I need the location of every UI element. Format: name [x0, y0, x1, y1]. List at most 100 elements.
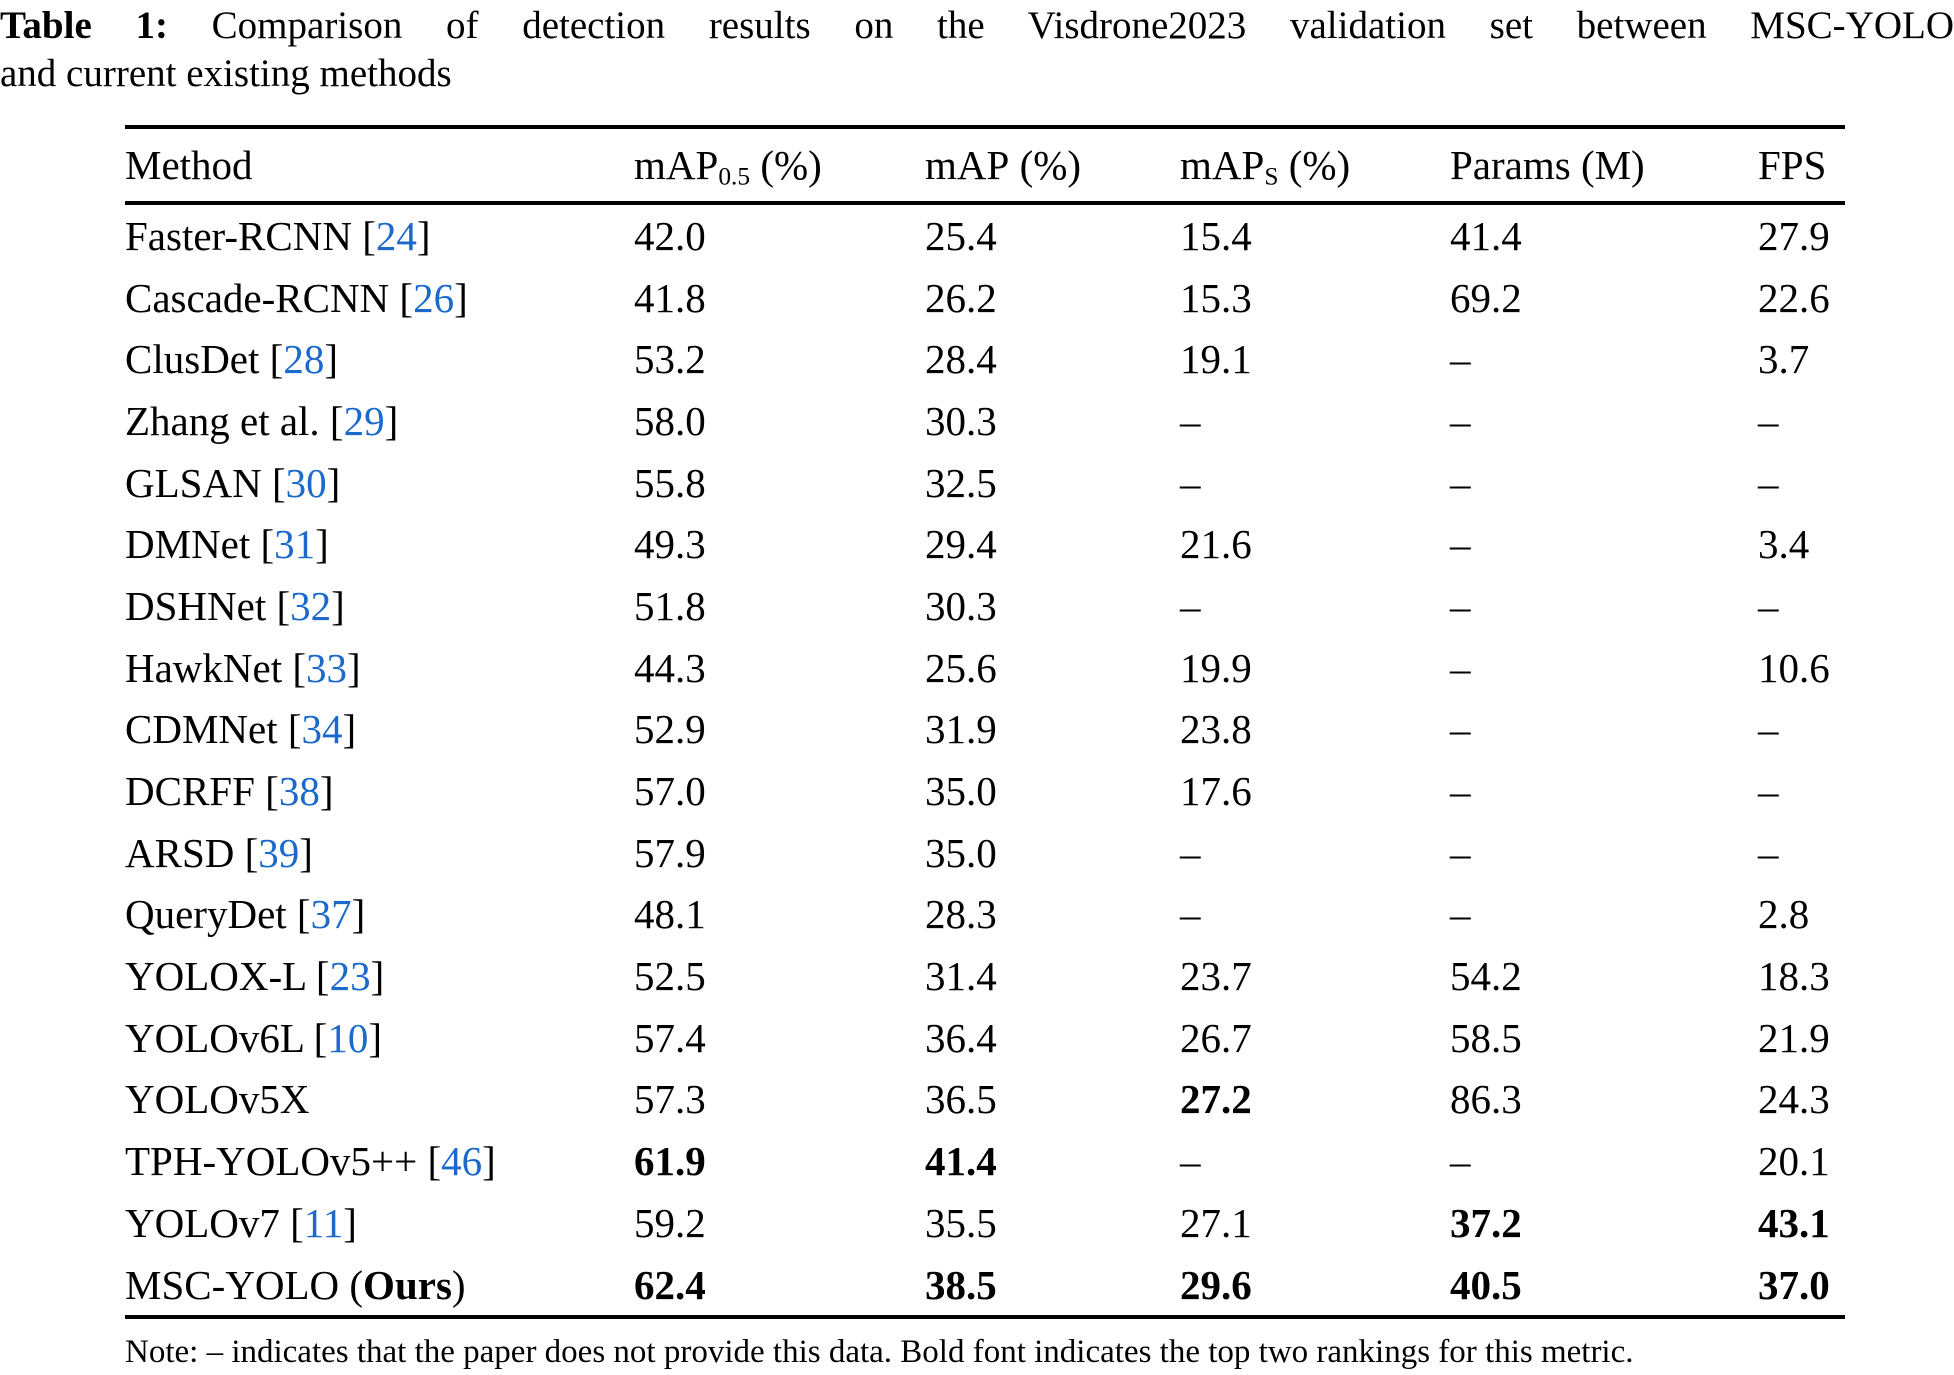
ours-label: Ours — [363, 1261, 452, 1308]
value-cell: 15.4 — [1180, 212, 1252, 259]
table-row: DCRFF [38] () 57.0 35.0 17.6 – – — [125, 760, 1845, 822]
value-cell: 31.4 — [925, 953, 997, 1000]
table-row: YOLOv5X [] () 57.3 36.5 27.2 86.3 24.3 — [125, 1069, 1845, 1131]
value-cell: 29.6 — [1180, 1261, 1252, 1308]
method-cell: YOLOv7 [11] () — [125, 1199, 634, 1247]
value-cell: 53.2 — [634, 336, 706, 383]
method-cell: HawkNet [33] () — [125, 644, 634, 692]
results-table: Method mAP0.5 (%) mAP (%) mAPS (%) Param… — [125, 125, 1845, 1320]
table-body: Faster-RCNN [24] () 42.0 25.4 15.4 41.4 … — [125, 205, 1845, 1315]
citation-bracket: [39] — [234, 829, 313, 876]
col-header-map05-suffix: (%) — [750, 142, 822, 188]
value-cell: 27.1 — [1180, 1199, 1252, 1246]
col-header-method: Method — [125, 142, 253, 188]
value-cell: 61.9 — [634, 1138, 706, 1185]
value-cell: 25.6 — [925, 644, 997, 691]
value-cell: 55.8 — [634, 459, 706, 506]
value-cell: 31.9 — [925, 706, 997, 753]
citation-link[interactable]: 23 — [329, 953, 371, 1000]
value-cell: – — [1758, 829, 1779, 876]
value-cell: – — [1450, 521, 1471, 568]
citation-bracket: [26] — [389, 274, 468, 321]
citation-link[interactable]: 38 — [278, 768, 320, 815]
table-row: YOLOv7 [11] () 59.2 35.5 27.1 37.2 43.1 — [125, 1192, 1845, 1254]
value-cell: 3.4 — [1758, 521, 1810, 568]
value-cell: – — [1450, 582, 1471, 629]
value-cell: 69.2 — [1450, 274, 1522, 321]
value-cell: 21.6 — [1180, 521, 1252, 568]
citation-link[interactable]: 33 — [306, 644, 348, 691]
citation-link[interactable]: 26 — [413, 274, 455, 321]
table-header: Method mAP0.5 (%) mAP (%) mAPS (%) Param… — [125, 129, 1845, 205]
citation-link[interactable]: 37 — [310, 891, 352, 938]
table-row: YOLOv6L [10] () 57.4 36.4 26.7 58.5 21.9 — [125, 1007, 1845, 1069]
method-cell: Cascade-RCNN [26] () — [125, 274, 634, 322]
citation-link[interactable]: 31 — [274, 521, 316, 568]
value-cell: – — [1758, 706, 1779, 753]
value-cell: 52.5 — [634, 953, 706, 1000]
value-cell: 44.3 — [634, 644, 706, 691]
method-cell: ClusDet [28] () — [125, 335, 634, 383]
col-header-maps-sub: S — [1264, 162, 1279, 191]
citation-bracket: [29] — [319, 397, 399, 444]
value-cell: 41.4 — [1450, 212, 1522, 259]
method-name: Faster-RCNN — [125, 212, 352, 259]
citation-link[interactable]: 39 — [258, 829, 300, 876]
value-cell: – — [1180, 891, 1201, 938]
col-header-map05-sub: 0.5 — [718, 162, 751, 191]
method-cell: Faster-RCNN [24] () — [125, 212, 634, 260]
citation-link[interactable]: 46 — [441, 1138, 483, 1185]
method-cell: ARSD [39] () — [125, 829, 634, 877]
value-cell: 28.3 — [925, 891, 997, 938]
value-cell: – — [1758, 582, 1779, 629]
method-name: QueryDet — [125, 891, 287, 938]
value-cell: 59.2 — [634, 1199, 706, 1246]
value-cell: 43.1 — [1758, 1199, 1830, 1246]
value-cell: 38.5 — [925, 1261, 997, 1308]
value-cell: 15.3 — [1180, 274, 1252, 321]
value-cell: 26.7 — [1180, 1014, 1252, 1061]
value-cell: 32.5 — [925, 459, 997, 506]
citation-link[interactable]: 34 — [301, 706, 343, 753]
value-cell: 2.8 — [1758, 891, 1810, 938]
citation-link[interactable]: 30 — [285, 459, 327, 506]
value-cell: 25.4 — [925, 212, 997, 259]
value-cell: 58.5 — [1450, 1014, 1522, 1061]
value-cell: 41.8 — [634, 274, 706, 321]
table-caption: Table 1: Comparison of detection results… — [0, 2, 1954, 98]
col-header-maps: mAPS (%) — [1180, 141, 1450, 189]
method-cell: GLSAN [30] () — [125, 459, 634, 507]
citation-bracket: [23] — [305, 953, 385, 1000]
value-cell: 58.0 — [634, 397, 706, 444]
value-cell: 57.0 — [634, 768, 706, 815]
value-cell: 37.2 — [1450, 1199, 1522, 1246]
table-row: Zhang et al. [29] () 58.0 30.3 – – – — [125, 390, 1845, 452]
method-name: ARSD — [125, 829, 235, 876]
citation-link[interactable]: 28 — [283, 336, 325, 383]
value-cell: 37.0 — [1758, 1261, 1830, 1308]
method-cell: Zhang et al. [29] () — [125, 397, 634, 445]
citation-link[interactable]: 29 — [343, 397, 385, 444]
table-row: MSC-YOLO [] (Ours) 62.4 38.5 29.6 40.5 3… — [125, 1254, 1845, 1316]
citation-link[interactable]: 11 — [303, 1199, 344, 1246]
value-cell: 27.9 — [1758, 212, 1830, 259]
citation-bracket: [28] — [259, 336, 338, 383]
caption-line1: Table 1: Comparison of detection results… — [0, 2, 1954, 50]
caption-label: Table 1: — [0, 4, 168, 47]
value-cell: 62.4 — [634, 1261, 706, 1308]
caption-text: Comparison of detection results on the V… — [211, 4, 1954, 47]
citation-link[interactable]: 24 — [375, 212, 417, 259]
table-row: TPH-YOLOv5++ [46] () 61.9 41.4 – – 20.1 — [125, 1130, 1845, 1192]
method-name: YOLOX-L — [125, 953, 306, 1000]
method-cell: QueryDet [37] () — [125, 890, 634, 938]
value-cell: – — [1450, 706, 1471, 753]
citation-link[interactable]: 10 — [327, 1014, 369, 1061]
method-name: MSC-YOLO — [125, 1261, 340, 1308]
value-cell: 40.5 — [1450, 1261, 1522, 1308]
value-cell: 18.3 — [1758, 953, 1830, 1000]
citation-link[interactable]: 32 — [290, 582, 332, 629]
method-cell: DMNet [31] () — [125, 520, 634, 568]
value-cell: 10.6 — [1758, 644, 1830, 691]
ours-suffix: (Ours) — [339, 1261, 466, 1308]
